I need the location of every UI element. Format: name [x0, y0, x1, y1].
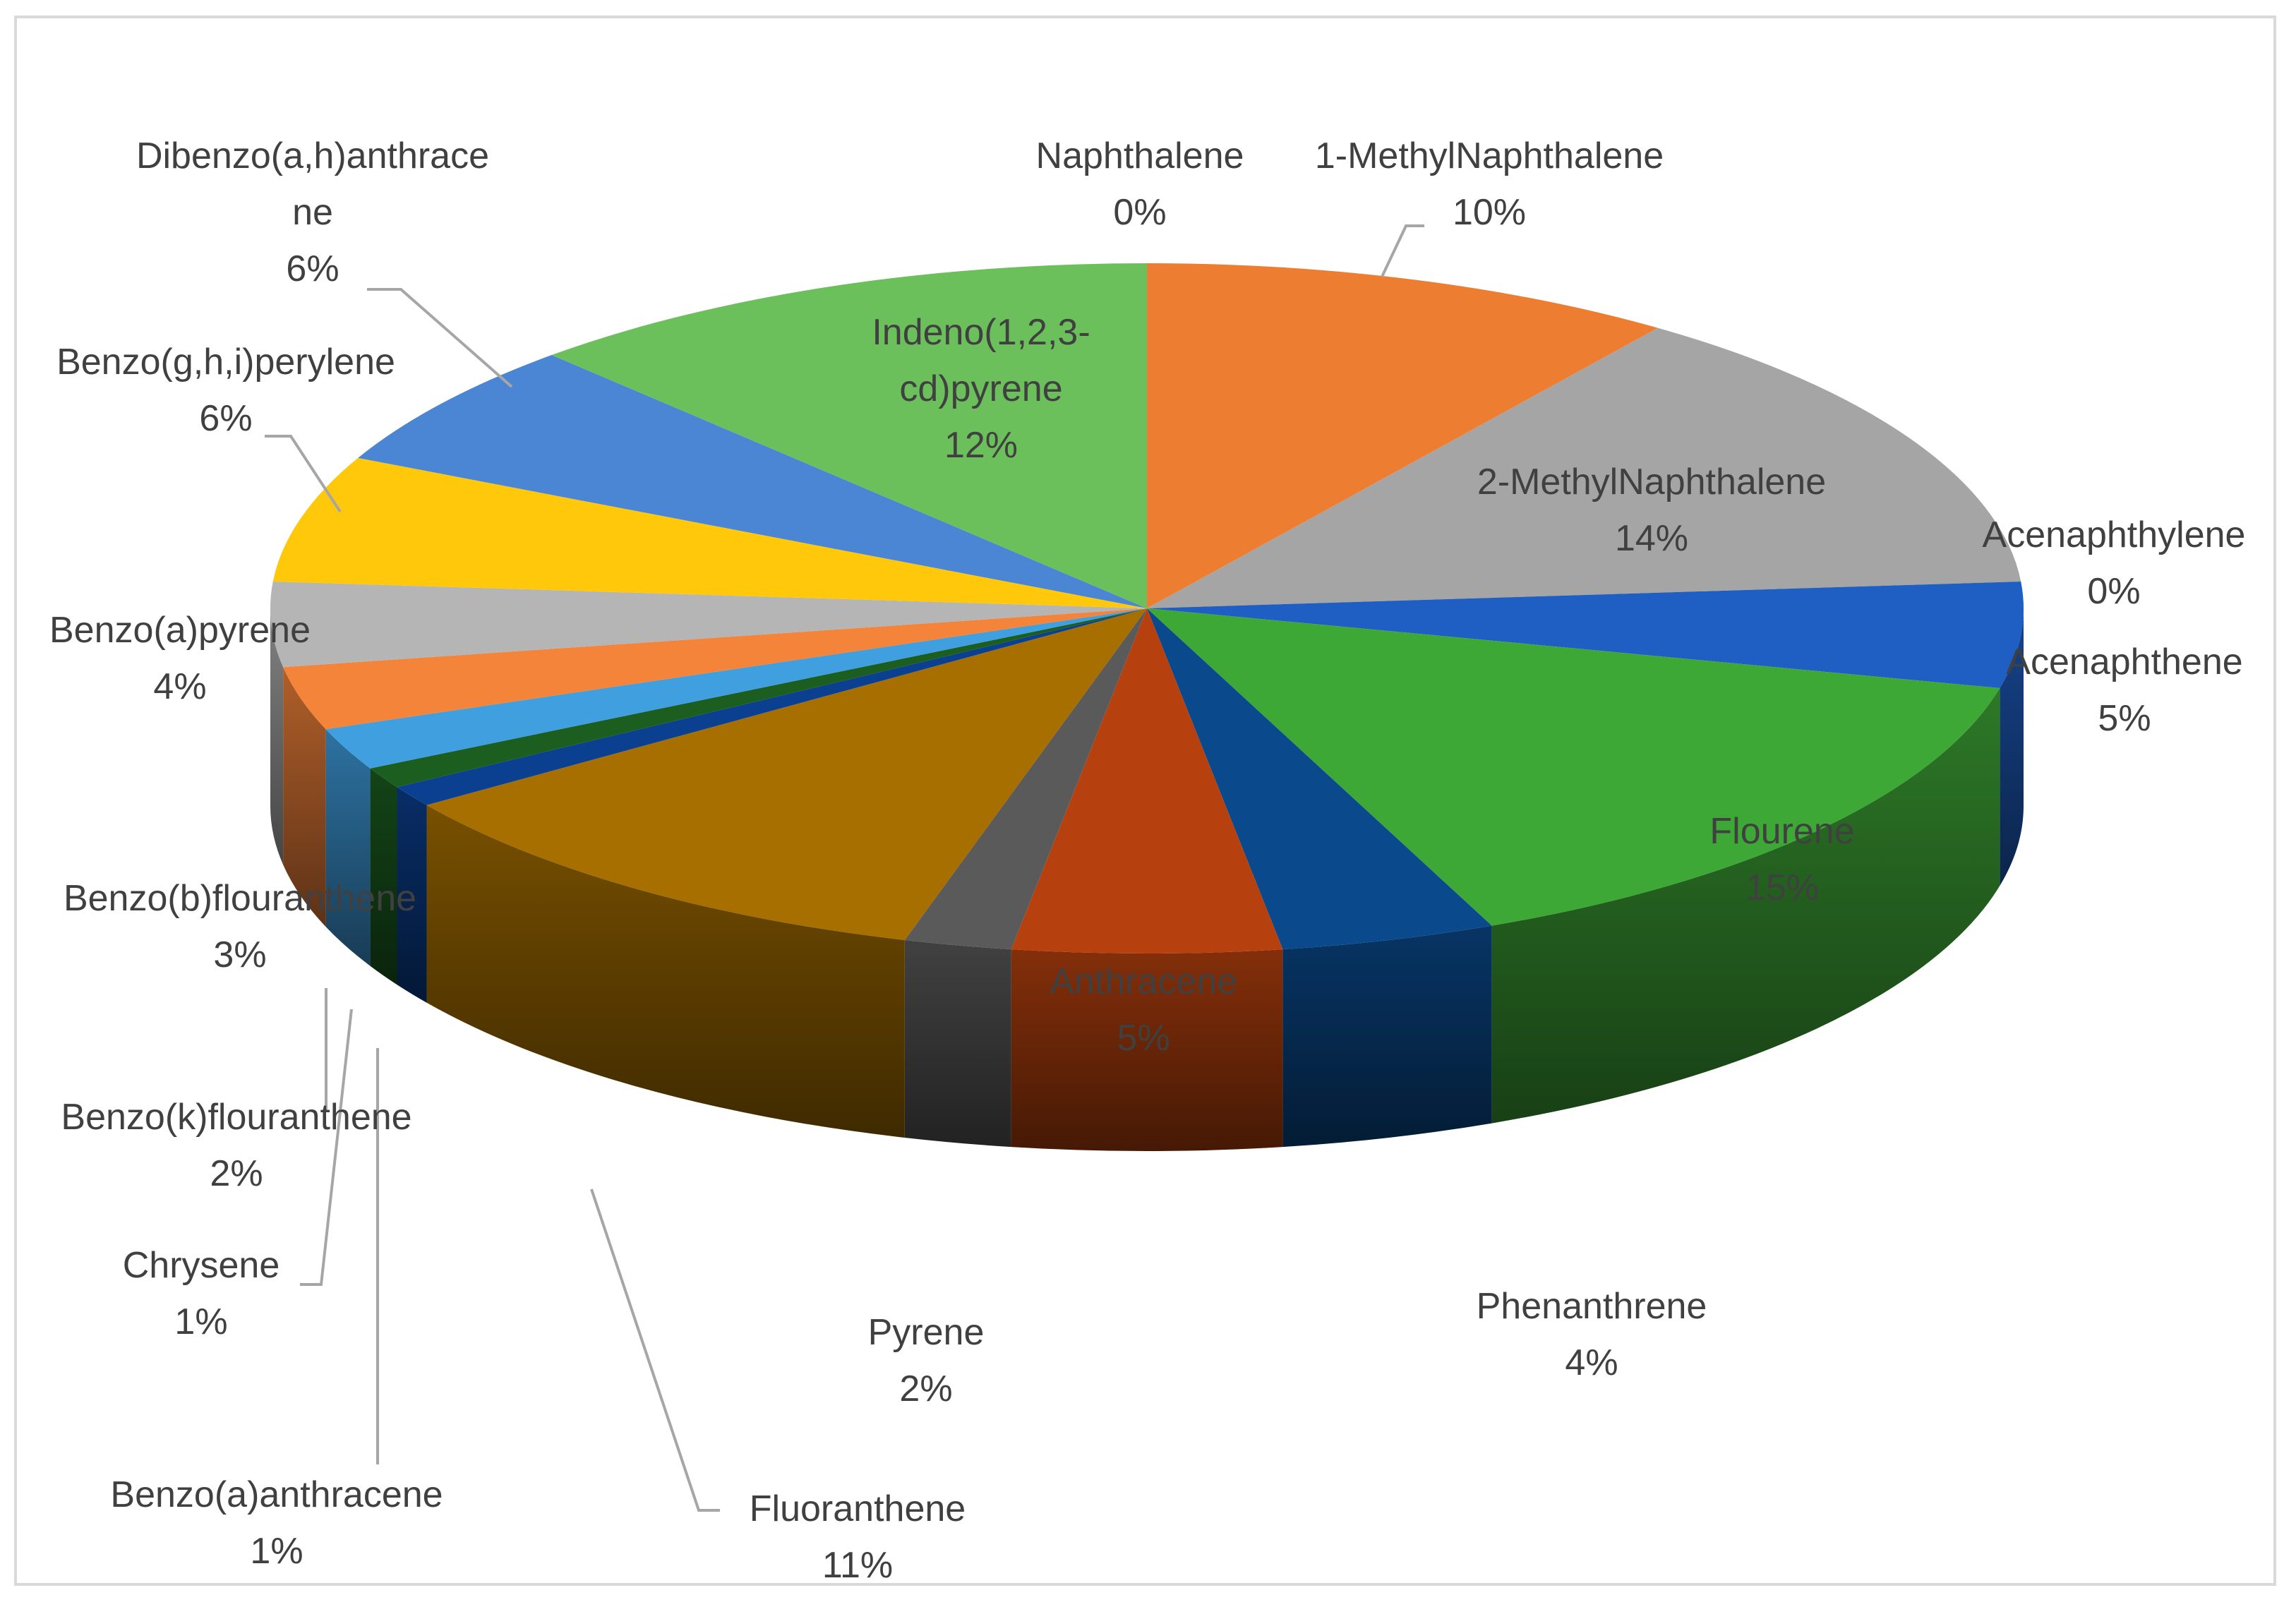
pie-slice-Anthracene [1011, 608, 1283, 953]
data-label-value-Benzo(k)flouranthene: 2% [210, 1153, 263, 1194]
data-label-value-Anthracene: 5% [1117, 1018, 1170, 1059]
data-label-name-2-MethylNaphthalene: 2-MethylNaphthalene [1477, 462, 1826, 502]
pie-slice-Dibenzo(a,h)anthracene [358, 355, 1147, 608]
data-label-name-1-MethylNaphthalene: 1-MethylNaphthalene [1315, 136, 1664, 176]
data-label-name-Acenaphthene: Acenaphthene [2006, 642, 2242, 682]
data-label-value-Pyrene: 2% [899, 1368, 952, 1409]
data-label-name-Indeno(1,2,3-cd)pyrene: cd)pyrene [899, 368, 1062, 409]
pie-slice-1-MethylNaphthalene [1147, 263, 1658, 608]
data-label-value-Dibenzo(a,h)anthracene: 6% [286, 248, 339, 289]
data-label-value-Acenaphthene: 5% [2098, 698, 2151, 739]
leader-line-Dibenzo(a,h)anthracene [367, 288, 513, 388]
leader-line-Fluoranthene [590, 1188, 720, 1512]
pie-side-Anthracene [1011, 949, 1283, 1151]
data-label-value-2-MethylNaphthalene: 14% [1615, 518, 1688, 559]
pie-side-Fluoranthene [426, 805, 905, 1138]
pie-slice-Chrysene [370, 608, 1147, 788]
data-label-name-Acenaphthylene: Acenaphthylene [1983, 514, 2246, 555]
data-label-name-Dibenzo(a,h)anthracene: ne [292, 192, 333, 233]
pie-side-Pyrene [904, 939, 1011, 1148]
pie-slice-Benzo(g,h,i)perylene [272, 457, 1147, 608]
pie-slice-Benzo(a)anthracene [397, 608, 1148, 805]
pie-slice-Benzo(k)flouranthene [325, 608, 1147, 769]
pie-slice-Benzo(b)flouranthene [283, 608, 1147, 730]
data-label-name-Benzo(b)flouranthene: Benzo(b)flouranthene [64, 878, 416, 919]
data-label-value-Chrysene: 1% [174, 1301, 227, 1342]
pie-slice-Benzo(a)pyrene [270, 582, 1147, 668]
data-label-value-Phenanthrene: 4% [1565, 1342, 1618, 1383]
data-label-name-Phenanthrene: Phenanthrene [1477, 1286, 1707, 1327]
data-label-name-Dibenzo(a,h)anthracene: Dibenzo(a,h)anthrace [136, 136, 489, 176]
pie-side-Benzo(a)pyrene [270, 608, 284, 865]
data-label-name-Benzo(k)flouranthene: Benzo(k)flouranthene [61, 1097, 411, 1138]
pie-slice-Pyrene [904, 608, 1147, 950]
pie-slice-2-MethylNaphthalene [1147, 327, 2021, 608]
data-label-name-Benzo(g,h,i)perylene: Benzo(g,h,i)perylene [56, 342, 395, 383]
pie-side-Phenanthrene [1282, 925, 1492, 1148]
data-label-value-Indeno(1,2,3-cd)pyrene: 12% [944, 425, 1018, 466]
data-label-name-Flourene: Flourene [1709, 811, 1854, 852]
data-label-name-Indeno(1,2,3-cd)pyrene: Indeno(1,2,3- [872, 312, 1090, 353]
pie-slice-Fluoranthene [426, 608, 1147, 940]
pie-side-Acenaphthene [2000, 608, 2024, 886]
leader-line-1-MethylNaphthalene [1381, 224, 1424, 277]
data-label-name-Benzo(a)pyrene: Benzo(a)pyrene [49, 610, 311, 651]
data-label-name-Benzo(a)anthracene: Benzo(a)anthracene [110, 1474, 443, 1515]
data-label-value-Benzo(g,h,i)perylene: 6% [199, 398, 252, 439]
pie-top-faces [270, 263, 2024, 953]
pie-slice-Indeno(1,2,3-cd)pyrene [551, 263, 1147, 608]
pie-side-Benzo(b)flouranthene [283, 667, 326, 927]
pie-slice-Acenaphthene [1147, 582, 2024, 689]
data-label-name-Fluoranthene: Fluoranthene [750, 1488, 966, 1529]
pie-side-Benzo(a)anthracene [397, 787, 427, 1003]
data-label-name-Anthracene: Anthracene [1050, 961, 1237, 1002]
leader-line-Chrysene [300, 1009, 353, 1286]
pie-slice-Phenanthrene [1147, 608, 1492, 950]
pie-side-walls [270, 608, 2024, 1151]
data-label-value-Naphthalene: 0% [1113, 192, 1166, 233]
data-label-value-Benzo(a)anthracene: 1% [250, 1531, 303, 1572]
pie-side-Flourene [1491, 688, 2000, 1124]
pie-data-labels: Naphthalene 0% 1-MethylNaphthalene 10% 2-Met… [49, 136, 2245, 1586]
data-label-value-1-MethylNaphthalene: 10% [1453, 192, 1526, 233]
data-label-value-Fluoranthene: 11% [822, 1545, 893, 1586]
pie-side-Chrysene [370, 768, 397, 985]
leader-line-Benzo(g,h,i)perylene [265, 435, 342, 513]
data-label-value-Acenaphthylene: 0% [2087, 571, 2140, 612]
data-label-value-Benzo(a)pyrene: 4% [153, 666, 206, 707]
data-label-value-Flourene: 15% [1745, 867, 1819, 908]
pie-slice-Flourene [1147, 608, 2000, 926]
data-label-name-Chrysene: Chrysene [123, 1245, 280, 1286]
data-label-value-Benzo(b)flouranthene: 3% [213, 934, 266, 975]
pie-side-Benzo(k)flouranthene [325, 729, 371, 966]
data-label-name-Naphthalene: Naphthalene [1036, 136, 1244, 176]
data-label-name-Pyrene: Pyrene [868, 1312, 985, 1353]
